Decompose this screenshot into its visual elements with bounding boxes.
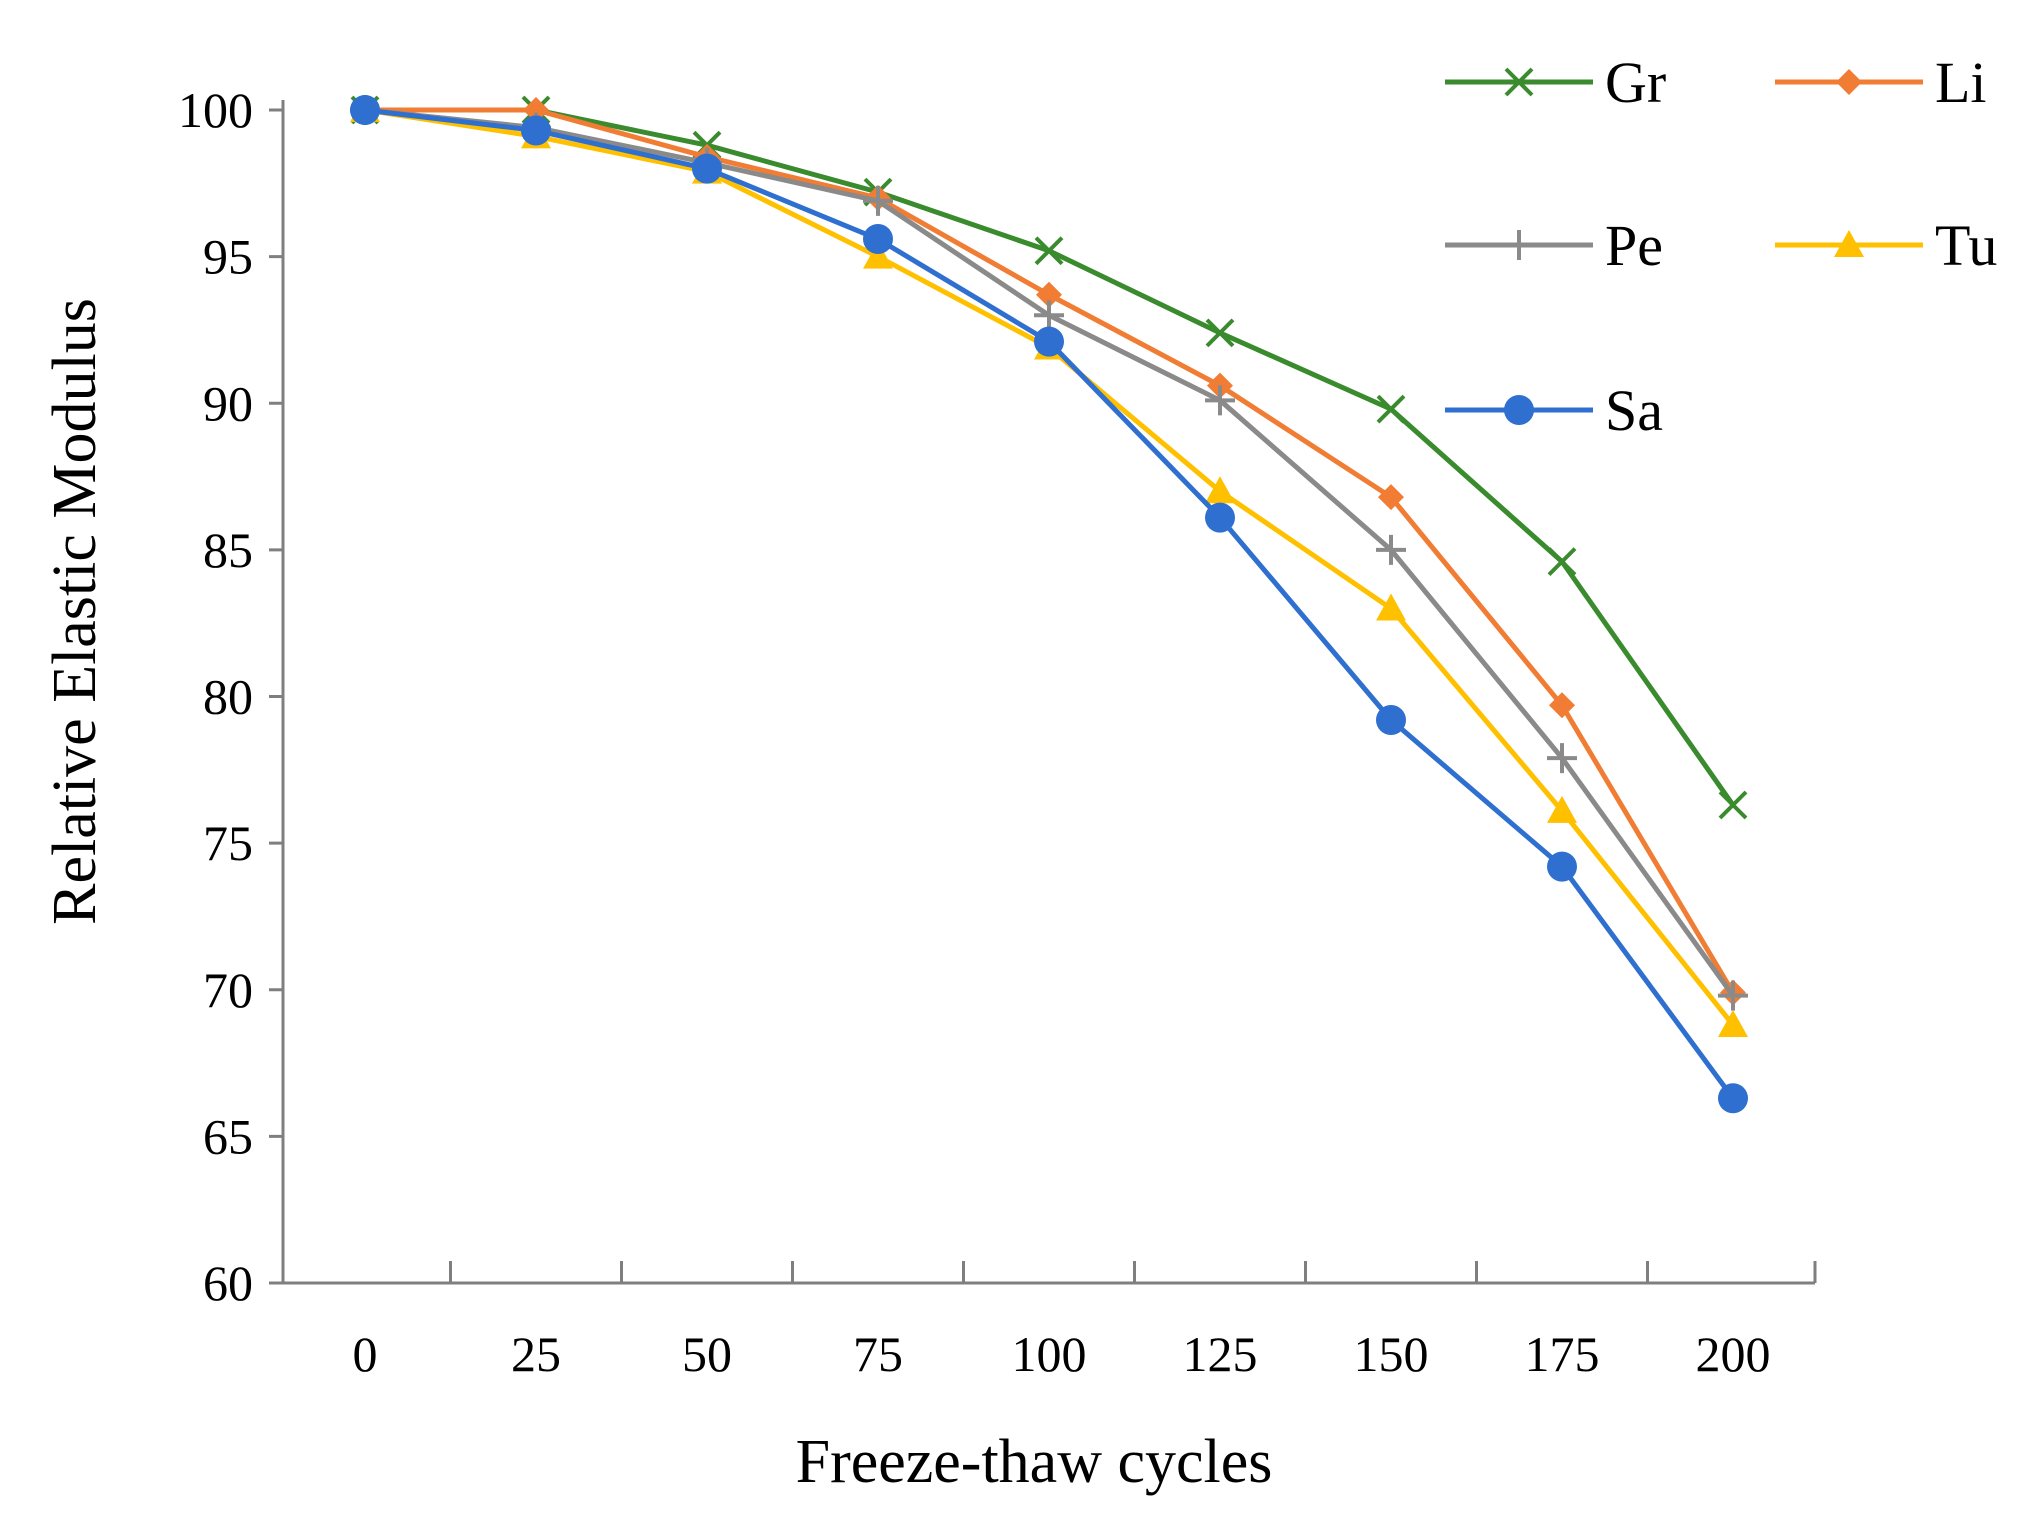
legend-marker-pe	[1504, 230, 1534, 260]
series-line-sa	[364, 107, 1736, 1100]
series-sa	[350, 95, 1748, 1114]
y-axis-title: Relative Elastic Modulus	[41, 298, 109, 925]
y-tick-label: 75	[203, 815, 253, 871]
y-tick-label: 90	[203, 375, 253, 431]
data-point-sa	[1547, 851, 1577, 882]
data-point-li	[1036, 281, 1062, 308]
legend-label-gr: Gr	[1605, 50, 1666, 115]
data-point-gr	[1034, 236, 1064, 266]
y-tick-label: 60	[203, 1255, 253, 1311]
legend-marker-gr	[1504, 67, 1534, 97]
data-point-pe	[1034, 300, 1064, 331]
data-point-li	[523, 97, 549, 123]
legend-item-gr: Gr	[1445, 50, 1666, 115]
data-point-tu	[1205, 476, 1235, 504]
data-point-gr	[1718, 790, 1748, 820]
data-point-gr	[1376, 394, 1406, 424]
data-point-gr	[1547, 547, 1577, 577]
data-point-sa	[863, 224, 893, 255]
data-point-sa	[692, 153, 722, 184]
data-point-pe	[1718, 980, 1748, 1011]
x-ticks: 0 25 50 75 100 125 150 175 200	[353, 1261, 1817, 1382]
legend-label-sa: Sa	[1605, 378, 1663, 443]
y-tick-label: 70	[203, 962, 253, 1018]
data-point-pe	[1205, 385, 1235, 416]
legend-label-pe: Pe	[1605, 213, 1663, 278]
x-tick-label: 25	[511, 1326, 561, 1382]
y-ticks: 60 65 70 75 80 85 90 95 100	[178, 82, 283, 1311]
data-point-tu	[1376, 593, 1406, 621]
data-point-tu	[1547, 795, 1577, 823]
legend-marker-sa	[1504, 395, 1534, 425]
legend-item-tu: Tu	[1775, 213, 1997, 278]
data-point-gr	[1205, 318, 1235, 348]
data-point-li	[1378, 484, 1404, 511]
data-point-pe	[1376, 534, 1406, 565]
legend-item-sa: Sa	[1445, 378, 1663, 443]
data-point-sa	[1205, 502, 1235, 533]
x-tick-label: 50	[682, 1326, 732, 1382]
series-line-li	[365, 107, 1736, 994]
data-point-li	[1549, 692, 1575, 719]
x-tick-label: 0	[353, 1326, 378, 1382]
y-tick-label: 80	[203, 669, 253, 725]
y-tick-label: 85	[203, 522, 253, 578]
data-point-sa	[521, 115, 551, 146]
x-axis-title: Freeze-thaw cycles	[796, 1428, 1273, 1496]
data-point-sa	[350, 95, 380, 125]
legend-item-pe: Pe	[1445, 213, 1663, 278]
series-pe	[350, 95, 1748, 1011]
series-line-gr	[365, 107, 1736, 807]
legend: Gr Li Pe Tu Sa	[1445, 50, 1997, 443]
legend-item-li: Li	[1775, 50, 1987, 115]
legend-label-tu: Tu	[1935, 213, 1997, 278]
series-gr	[350, 95, 1748, 820]
data-point-tu	[1718, 1009, 1748, 1037]
data-point-pe	[1547, 743, 1577, 774]
x-tick-label: 75	[853, 1326, 903, 1382]
axes: 60 65 70 75 80 85 90 95 100 0 25 50 75 100 125 150 175 2…	[178, 82, 1817, 1382]
legend-marker-tu	[1834, 230, 1864, 257]
x-tick-label: 200	[1696, 1326, 1771, 1382]
data-point-sa	[1376, 704, 1406, 735]
data-point-sa	[1034, 326, 1064, 357]
y-tick-label: 100	[178, 82, 253, 138]
legend-label-li: Li	[1935, 50, 1987, 115]
data-point-sa	[1718, 1083, 1748, 1114]
data-point-pe	[863, 185, 893, 216]
data-point-tu	[863, 241, 893, 269]
x-tick-label: 150	[1354, 1326, 1429, 1382]
series-li	[352, 97, 1746, 1006]
y-tick-label: 95	[203, 229, 253, 285]
x-tick-label: 175	[1525, 1326, 1600, 1382]
series-layer	[350, 95, 1748, 1114]
x-tick-label: 125	[1183, 1326, 1258, 1382]
legend-marker-li	[1836, 69, 1862, 95]
series-tu	[350, 95, 1748, 1037]
y-tick-label: 65	[203, 1108, 253, 1164]
x-tick-label: 100	[1012, 1326, 1087, 1382]
